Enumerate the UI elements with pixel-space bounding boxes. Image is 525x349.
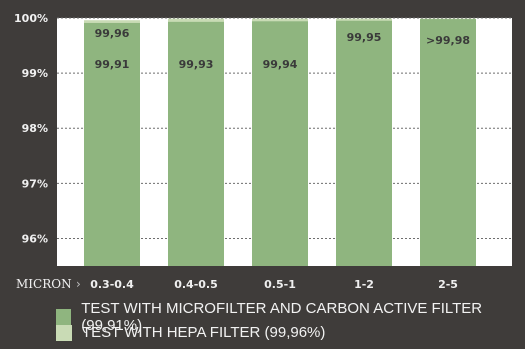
y-tick-label: 96% <box>22 232 48 245</box>
y-tick-label: 98% <box>22 122 48 135</box>
x-tick-label: 0.5-1 <box>264 278 296 291</box>
bar-microfilter <box>252 21 308 266</box>
x-tick-label: 0.4-0.5 <box>174 278 218 291</box>
x-axis-arrow: › <box>76 277 81 291</box>
bar-microfilter <box>336 20 392 267</box>
x-tick-label: 0.3-0.4 <box>90 278 134 291</box>
y-tick-label: 99% <box>22 67 48 80</box>
y-tick-label: 97% <box>22 177 48 190</box>
legend-swatch-2 <box>56 324 72 341</box>
y-tick-label: 100% <box>14 12 48 25</box>
legend-item-1: TEST WITH MICROFILTER AND CARBON ACTIVE … <box>56 300 525 334</box>
bar-microfilter <box>168 21 224 267</box>
data-label-microfilter: 99,93 <box>179 58 214 71</box>
data-label-microfilter: >99,98 <box>426 34 470 47</box>
data-label-microfilter: 99,95 <box>347 31 382 44</box>
chart-svg: 99,91 99,93 99,94 99,95 >99,98 99,96 96% 97% 98… <box>14 12 512 291</box>
legend-swatch-1 <box>56 309 72 325</box>
data-label-microfilter: 99,91 <box>95 58 130 71</box>
bar-microfilter <box>420 19 476 267</box>
x-tick-label: 2-5 <box>438 278 458 291</box>
data-label-microfilter: 99,94 <box>263 58 298 71</box>
x-tick-label: 1-2 <box>354 278 374 291</box>
legend-label-2: TEST WITH HEPA FILTER (99,96%) <box>82 324 326 341</box>
data-label-hepa: 99,96 <box>95 27 130 40</box>
legend-label-1: TEST WITH MICROFILTER AND CARBON ACTIVE … <box>81 300 483 334</box>
legend-item-2: TEST WITH HEPA FILTER (99,96%) <box>56 324 325 341</box>
bar-microfilter <box>84 22 140 267</box>
x-axis-title: MICRON <box>16 277 72 291</box>
